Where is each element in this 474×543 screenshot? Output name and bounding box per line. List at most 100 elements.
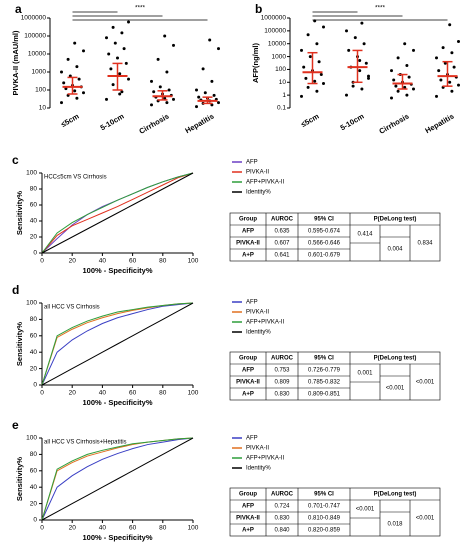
data-point — [60, 70, 63, 74]
y-tick-label: 100 — [35, 87, 46, 94]
x-tick-label: 60 — [129, 525, 137, 532]
data-point — [120, 90, 124, 94]
y-tick-label: 1000000 — [261, 15, 287, 22]
panel-label: d — [12, 283, 19, 297]
y-tick-label: 40 — [30, 484, 38, 491]
p-value: <0.001 — [386, 386, 405, 392]
data-point — [448, 23, 452, 27]
y-axis-label: Sensitivity% — [15, 457, 24, 502]
table-cell: PIVKA-II — [236, 516, 260, 522]
x-tick-label: 40 — [99, 525, 107, 532]
y-tick-label: 80 — [30, 316, 38, 323]
table-cell: 0.566-0.646 — [308, 241, 341, 247]
data-point — [172, 97, 175, 101]
data-point — [306, 33, 310, 37]
p-value: <0.001 — [416, 380, 435, 386]
data-point — [302, 65, 306, 69]
data-point — [163, 96, 167, 100]
table-cell: 0.641 — [274, 253, 290, 259]
table-cell: PIVKA-II — [236, 380, 260, 386]
roc-curve — [41, 437, 194, 521]
table-cell: A+P — [242, 528, 254, 534]
x-tick-label: ≤5cm — [59, 111, 80, 129]
data-point — [392, 78, 396, 82]
table-cell: 0.726-0.779 — [308, 368, 341, 374]
data-point — [450, 51, 454, 55]
y-axis-label: Sensitivity% — [15, 191, 24, 236]
data-point — [300, 94, 303, 98]
data-point — [345, 29, 348, 33]
table-header: AUROC — [271, 356, 294, 362]
data-point — [351, 84, 355, 88]
y-tick-label: 20 — [30, 365, 38, 372]
sig-label: **** — [375, 5, 386, 12]
data-point — [107, 52, 111, 56]
p-value: 0.018 — [387, 522, 403, 528]
data-point — [367, 74, 370, 78]
data-point — [82, 49, 85, 53]
data-point — [345, 93, 348, 97]
table-header: 95% CI — [314, 217, 334, 223]
y-tick-label: 0 — [33, 517, 37, 524]
data-point — [457, 39, 460, 43]
x-axis-label: 100% - Specificity% — [82, 266, 152, 275]
x-tick-label: 5-10cm — [339, 111, 366, 132]
y-tick-label: 20 — [30, 234, 38, 241]
x-tick-label: 20 — [69, 258, 77, 265]
y-tick-label: 1000000 — [21, 15, 47, 22]
data-point — [412, 87, 415, 91]
y-tick-label: 100 — [26, 435, 37, 442]
data-point — [317, 60, 321, 64]
data-point — [448, 80, 452, 84]
data-point — [405, 64, 409, 68]
data-point — [452, 65, 456, 69]
table-header: AUROC — [271, 492, 294, 498]
data-point — [152, 90, 156, 94]
data-point — [396, 89, 400, 93]
y-tick-label: 100 — [26, 300, 37, 307]
y-tick-label: 100 — [26, 170, 37, 177]
p-value: 0.414 — [357, 232, 373, 238]
y-tick-label: 1000 — [32, 69, 47, 76]
x-tick-label: 20 — [69, 525, 77, 532]
data-point — [405, 93, 409, 97]
data-point — [362, 42, 366, 46]
table-header: Group — [239, 356, 257, 362]
data-point — [308, 55, 312, 59]
y-tick-label: 1000 — [272, 53, 287, 60]
y-tick-label: 10000 — [28, 51, 46, 58]
table-cell: PIVKA-II — [236, 241, 260, 247]
data-point — [82, 91, 85, 95]
data-point — [156, 57, 160, 61]
data-point — [217, 47, 220, 51]
data-point — [353, 36, 357, 40]
data-point — [412, 48, 415, 52]
y-tick-label: 40 — [30, 349, 38, 356]
data-point — [358, 58, 362, 62]
data-point — [437, 69, 441, 73]
x-tick-label: ≤5cm — [299, 111, 320, 129]
data-point — [396, 56, 400, 60]
table-header: P(DeLong test) — [374, 492, 417, 498]
table-cell: 0.753 — [274, 368, 290, 374]
data-point — [75, 96, 79, 100]
y-tick-label: 10000 — [268, 40, 286, 47]
data-point — [390, 96, 393, 100]
data-point — [165, 101, 169, 105]
legend-label: Identity% — [246, 190, 271, 196]
p-value: 0.834 — [417, 241, 433, 247]
data-point — [315, 89, 319, 93]
data-point — [122, 47, 126, 51]
p-value: 0.001 — [357, 371, 373, 377]
data-point — [105, 97, 108, 101]
data-point — [150, 79, 153, 83]
x-tick-label: 100 — [188, 258, 199, 265]
panel-label: e — [12, 418, 19, 432]
table-cell: AFP — [242, 229, 254, 235]
data-point — [358, 69, 362, 73]
table-cell: 0.601-0.679 — [308, 253, 341, 259]
p-value: <0.001 — [416, 516, 435, 522]
table-header: P(DeLong test) — [374, 356, 417, 362]
data-point — [441, 46, 445, 50]
y-tick-label: 100 — [275, 66, 286, 73]
